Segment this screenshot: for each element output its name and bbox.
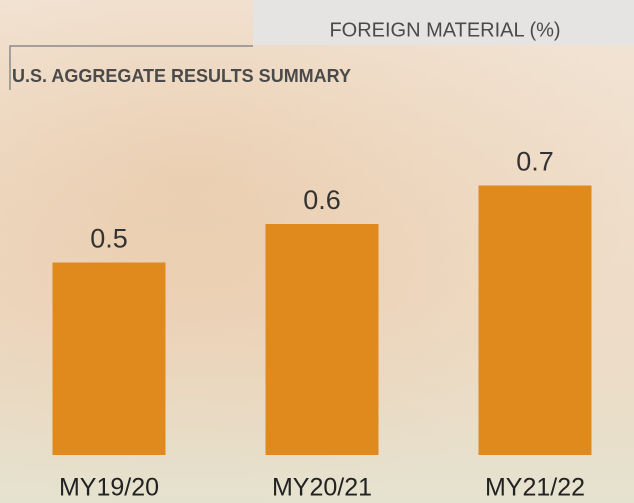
value-label: 0.5 [90, 224, 128, 254]
value-label: 0.6 [303, 185, 341, 215]
x-tick-label: MY19/20 [59, 474, 159, 502]
frame-line [9, 45, 253, 90]
value-label: 0.7 [516, 147, 554, 177]
bar [52, 262, 166, 455]
chart-title: FOREIGN MATERIAL (%) [329, 19, 560, 41]
title-box [253, 0, 634, 45]
chart-subtitle: U.S. AGGREGATE RESULTS SUMMARY [12, 66, 351, 86]
x-tick-label: MY20/21 [272, 474, 372, 502]
x-tick-label: MY21/22 [485, 474, 585, 502]
bar [265, 224, 379, 455]
bar [478, 185, 592, 455]
